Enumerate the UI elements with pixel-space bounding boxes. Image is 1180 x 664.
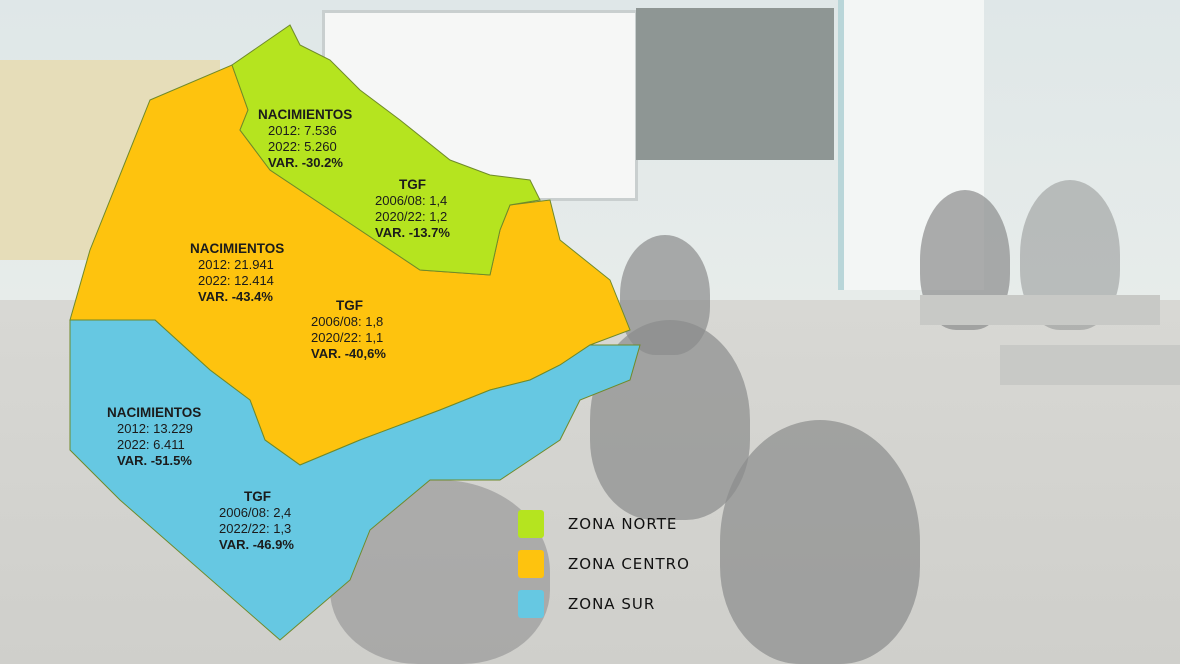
label-p1: 2006/08: 1,8	[311, 314, 384, 329]
label-title: NACIMIENTOS	[107, 405, 202, 420]
label-p2: 2020/22: 1,1	[311, 330, 384, 345]
legend-swatch-sur	[518, 590, 544, 618]
label-title: TGF	[244, 489, 271, 504]
label-2022: 2022: 6.411	[117, 437, 185, 452]
zona-norte-region	[231, 24, 541, 276]
label-2012: 2012: 7.536	[268, 123, 337, 138]
label-2012: 2012: 13.229	[117, 421, 193, 436]
legend-label: ZONA CENTRO	[568, 555, 690, 573]
legend: ZONA NORTE ZONA CENTRO ZONA SUR	[518, 504, 690, 624]
label-p1: 2006/08: 2,4	[219, 505, 292, 520]
label-var: VAR. -40,6%	[311, 346, 386, 361]
label-p1: 2006/08: 1,4	[375, 193, 448, 208]
label-2022: 2022: 5.260	[268, 139, 337, 154]
legend-item-norte: ZONA NORTE	[518, 504, 690, 544]
label-p2: 2022/22: 1,3	[219, 521, 292, 536]
legend-item-sur: ZONA SUR	[518, 584, 690, 624]
label-var: VAR. -13.7%	[375, 225, 450, 240]
label-2022: 2022: 12.414	[198, 273, 274, 288]
centro-tgf: TGF 2006/08: 1,8 2020/22: 1,1 VAR. -40,6…	[311, 298, 386, 362]
label-title: NACIMIENTOS	[190, 241, 285, 256]
centro-nacimientos: NACIMIENTOS 2012: 21.941 2022: 12.414 VA…	[190, 241, 284, 305]
desk	[920, 295, 1160, 325]
chalkboard	[636, 8, 834, 160]
label-var: VAR. -43.4%	[198, 289, 273, 304]
sur-tgf: TGF 2006/08: 2,4 2022/22: 1,3 VAR. -46.9…	[219, 489, 294, 553]
norte-nacimientos: NACIMIENTOS 2012: 7.536 2022: 5.260 VAR.…	[258, 107, 352, 171]
zona-sur-region	[69, 319, 641, 641]
legend-label: ZONA NORTE	[568, 515, 678, 533]
label-var: VAR. -30.2%	[268, 155, 343, 170]
student	[720, 420, 920, 664]
legend-swatch-norte	[518, 510, 544, 538]
label-p2: 2020/22: 1,2	[375, 209, 448, 224]
legend-item-centro: ZONA CENTRO	[518, 544, 690, 584]
label-var: VAR. -46.9%	[219, 537, 294, 552]
label-2012: 2012: 21.941	[198, 257, 274, 272]
sur-nacimientos: NACIMIENTOS 2012: 13.229 2022: 6.411 VAR…	[107, 405, 201, 469]
label-title: NACIMIENTOS	[258, 107, 353, 122]
label-var: VAR. -51.5%	[117, 453, 192, 468]
legend-label: ZONA SUR	[568, 595, 656, 613]
desk	[1000, 345, 1180, 385]
legend-swatch-centro	[518, 550, 544, 578]
label-title: TGF	[399, 177, 426, 192]
norte-tgf: TGF 2006/08: 1,4 2020/22: 1,2 VAR. -13.7…	[375, 177, 450, 241]
label-title: TGF	[336, 298, 363, 313]
